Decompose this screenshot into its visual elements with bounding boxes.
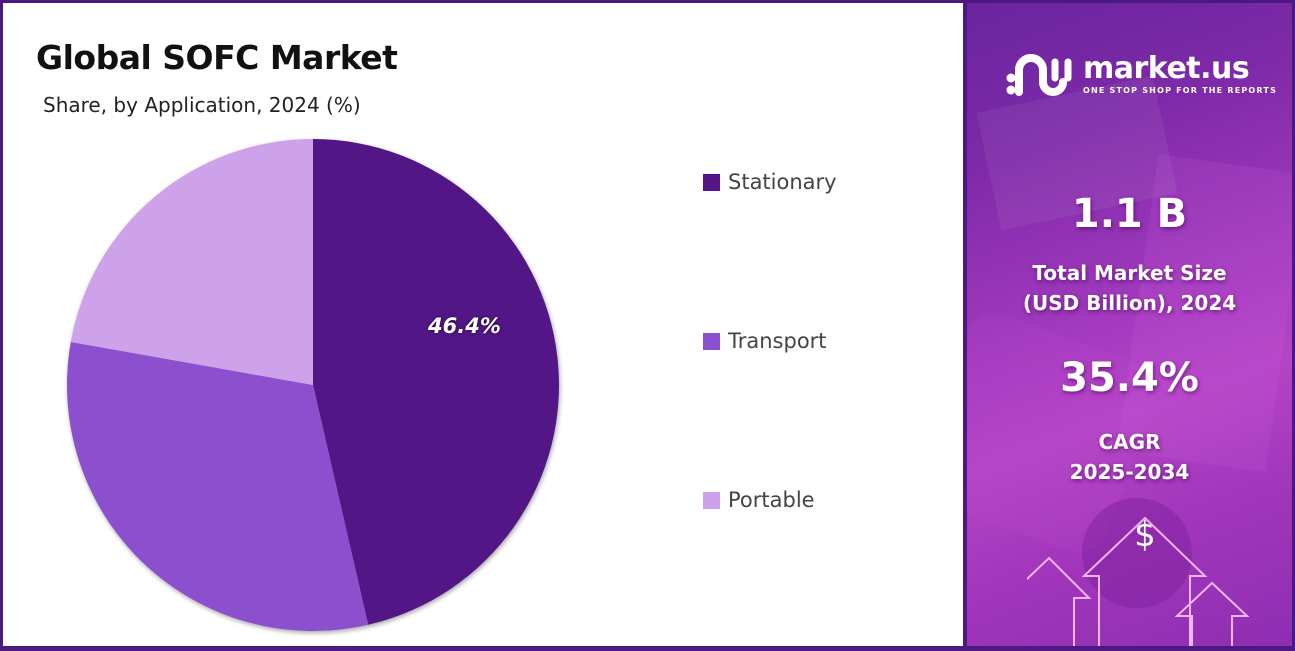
cagr-label-line2: 2025-2034 <box>1069 460 1190 484</box>
brand-logo: market.us ONE STOP SHOP FOR THE REPORTS <box>1005 48 1277 100</box>
market-size-label-line2: (USD Billion), 2024 <box>1022 291 1237 315</box>
chart-title: Global SOFC Market <box>36 38 398 77</box>
pie-slice-stationary <box>313 139 560 625</box>
legend-item-transport: Transport <box>703 329 827 353</box>
market-size-value: 1.1 B <box>1071 191 1188 237</box>
legend-label: Transport <box>728 329 827 353</box>
brand-tagline: ONE STOP SHOP FOR THE REPORTS <box>1083 85 1278 95</box>
coin-shape <box>1082 498 1192 608</box>
growth-arrows-illustration: $ <box>1027 498 1250 646</box>
stats-panel: market.us ONE STOP SHOP FOR THE REPORTS … <box>967 3 1292 646</box>
legend-item-stationary: Stationary <box>703 170 837 194</box>
legend-swatch-stationary <box>703 173 720 191</box>
market-size-label-line1: Total Market Size <box>1032 261 1227 285</box>
legend-swatch-transport <box>703 332 720 350</box>
pie-slice-portable <box>70 139 313 385</box>
arrow-up-icons <box>1027 516 1250 646</box>
pie-svg <box>67 139 560 631</box>
legend-label: Stationary <box>728 170 837 194</box>
pie-data-label-stationary: 46.4% <box>428 314 501 338</box>
chart-subtitle: Share, by Application, 2024 (%) <box>43 93 361 117</box>
legend-label: Portable <box>728 488 815 512</box>
brand-name: market.us <box>1083 50 1250 86</box>
pie-slice-transport <box>67 341 369 631</box>
cagr-label-line1: CAGR <box>1098 430 1161 454</box>
dollar-sign-icon: $ <box>1134 515 1156 555</box>
market-us-logo-icon <box>1006 54 1072 96</box>
cagr-value: 35.4% <box>1060 355 1199 401</box>
legend-swatch-portable <box>703 491 720 509</box>
legend-item-portable: Portable <box>703 488 815 512</box>
pie-chart <box>57 128 567 638</box>
